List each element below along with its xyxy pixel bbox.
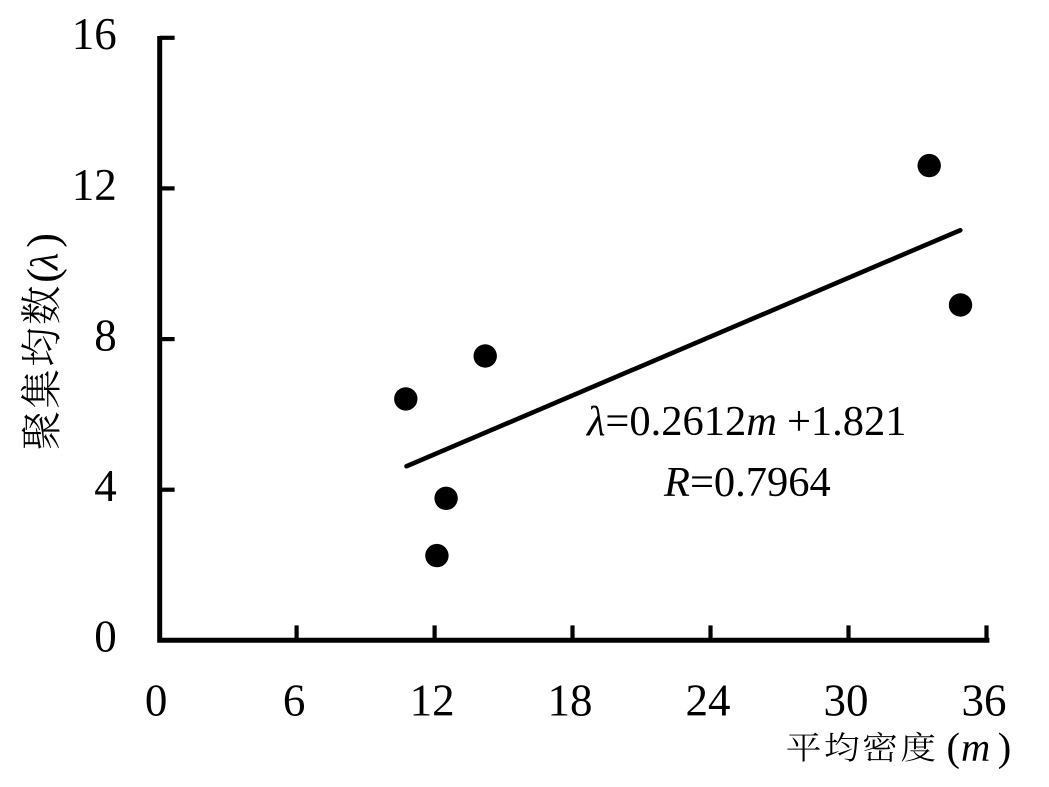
svg-text:36: 36 [962, 676, 1007, 726]
svg-text:R=0.7964: R=0.7964 [663, 459, 831, 506]
svg-text:12: 12 [72, 160, 117, 210]
svg-text:(λ): (λ) [19, 233, 68, 283]
svg-text:24: 24 [686, 676, 731, 726]
svg-text:16: 16 [72, 9, 117, 59]
svg-text:0: 0 [94, 612, 117, 662]
svg-text:λ=0.2612m+1.821: λ=0.2612m +1.821 [585, 398, 907, 445]
svg-text:6: 6 [283, 676, 306, 726]
svg-text:8: 8 [94, 311, 117, 361]
svg-text:18: 18 [548, 676, 593, 726]
svg-text:12: 12 [410, 676, 455, 726]
svg-text:30: 30 [824, 676, 869, 726]
svg-text:4: 4 [94, 461, 117, 511]
svg-text:(m): (m) [947, 725, 1012, 770]
svg-text:0: 0 [145, 676, 168, 726]
